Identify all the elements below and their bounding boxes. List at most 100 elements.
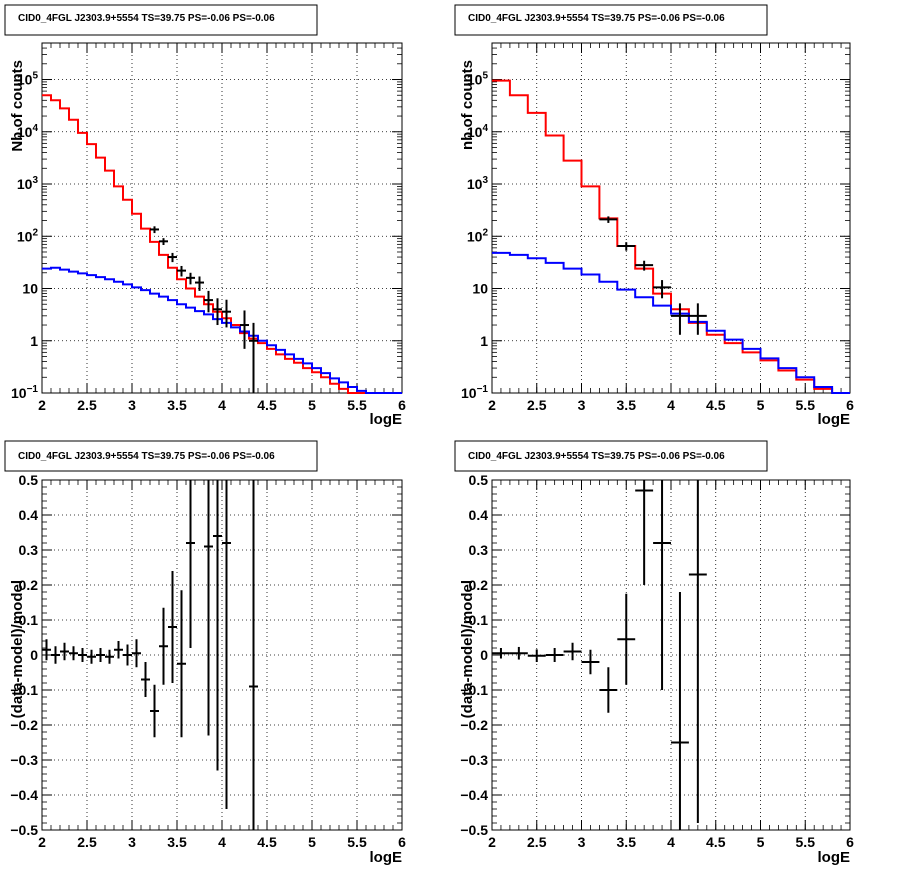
- data-point: [249, 480, 258, 830]
- data-point: [60, 642, 69, 661]
- y-tick-label: 0.5: [19, 472, 39, 488]
- x-tick-label: 2.5: [527, 834, 547, 850]
- x-tick-label: 4.5: [706, 397, 726, 413]
- data-point: [186, 272, 195, 285]
- x-tick-label: 4: [667, 397, 675, 413]
- data-point: [509, 646, 528, 660]
- data-point: [150, 226, 159, 234]
- x-tick-label: 5: [308, 834, 316, 850]
- x-tick-label: 3: [128, 397, 136, 413]
- chart-panel-1: CID0_4FGL J2303.9+5554 TS=39.75 PS=-0.06…: [4, 4, 406, 428]
- y-tick-label: 0: [30, 647, 38, 663]
- x-tick-label: 3: [578, 834, 586, 850]
- x-tick-label: 2.5: [527, 397, 547, 413]
- y-tick-label: −0.3: [460, 752, 488, 768]
- x-tick-label: 4: [218, 834, 226, 850]
- x-axis-label: logE: [818, 411, 851, 428]
- data-point: [186, 480, 195, 648]
- data-point: [168, 252, 177, 263]
- data-point: [132, 639, 141, 668]
- data-point: [213, 298, 222, 326]
- chart-title: CID0_4FGL J2303.9+5554 TS=39.75 PS=-0.06…: [18, 13, 275, 24]
- data-point: [69, 646, 78, 661]
- series-background: [492, 251, 850, 394]
- y-tick-label: −0.2: [460, 717, 488, 733]
- x-tick-label: 2.5: [77, 834, 97, 850]
- series-model: [42, 94, 402, 394]
- data-point: [105, 649, 114, 664]
- x-tick-label: 6: [846, 397, 854, 413]
- y-tick-label: −0.4: [10, 787, 38, 803]
- data-point: [114, 641, 123, 659]
- y-tick-label: 10−1: [11, 384, 38, 401]
- title-box: [454, 4, 768, 36]
- data-point: [635, 260, 654, 271]
- y-axis-label: (data-model)/model: [459, 580, 476, 718]
- y-axis-label: Nb of counts: [9, 60, 26, 152]
- data-point: [222, 480, 231, 809]
- series-model: [492, 79, 850, 394]
- x-tick-label: 4.5: [257, 397, 277, 413]
- x-tick-label: 2: [488, 397, 496, 413]
- y-tick-label: 102: [467, 227, 489, 244]
- y-tick-label: −0.5: [460, 822, 488, 838]
- x-tick-label: 3: [128, 834, 136, 850]
- y-tick-label: −0.1: [460, 682, 488, 698]
- x-tick-label: 4.5: [257, 834, 277, 850]
- x-tick-label: 3.5: [617, 397, 637, 413]
- x-tick-label: 4.5: [706, 834, 726, 850]
- y-tick-label: 1: [480, 333, 488, 349]
- x-tick-label: 2.5: [77, 397, 97, 413]
- y-axis-label: nb of counts: [459, 60, 476, 150]
- data-point: [653, 480, 671, 690]
- y-tick-label: 0.5: [469, 472, 489, 488]
- y-tick-label: −0.1: [10, 682, 38, 698]
- data-point: [617, 593, 636, 685]
- data-point: [78, 648, 87, 662]
- y-tick-label: 10−1: [461, 384, 488, 401]
- data-point: [599, 667, 618, 713]
- data-point: [51, 646, 60, 664]
- data-point: [599, 216, 618, 223]
- x-axis-label: logE: [370, 849, 403, 866]
- data-point: [671, 303, 689, 335]
- title-box: [4, 440, 318, 472]
- series-background: [42, 266, 402, 394]
- x-tick-label: 5.5: [796, 834, 816, 850]
- y-tick-label: 103: [467, 175, 489, 192]
- y-tick-label: −0.4: [460, 787, 488, 803]
- title-box: [4, 4, 318, 36]
- data-point: [177, 265, 186, 277]
- data-point: [96, 648, 105, 662]
- x-tick-label: 4: [218, 397, 226, 413]
- data-point: [168, 571, 177, 683]
- x-tick-label: 5: [757, 397, 765, 413]
- data-point: [249, 322, 258, 393]
- y-tick-label: 0.4: [19, 507, 39, 523]
- y-tick-label: 10: [22, 281, 38, 297]
- data-point: [545, 648, 564, 662]
- data-point: [204, 290, 213, 313]
- y-axis-label: (data-model)/model: [9, 580, 26, 718]
- y-tick-label: 0.4: [469, 507, 489, 523]
- data-point: [42, 639, 51, 661]
- y-tick-label: 0.2: [19, 577, 39, 593]
- title-box: [454, 440, 768, 472]
- chart-title: CID0_4FGL J2303.9+5554 TS=39.75 PS=-0.06…: [468, 13, 725, 24]
- y-tick-label: −0.5: [10, 822, 38, 838]
- data-point: [617, 242, 636, 251]
- x-tick-label: 3: [578, 397, 586, 413]
- data-point: [204, 480, 213, 736]
- x-tick-label: 5: [308, 397, 316, 413]
- y-tick-label: 103: [17, 175, 39, 192]
- data-point: [240, 310, 249, 349]
- y-tick-label: 0.3: [19, 542, 39, 558]
- x-tick-label: 2: [38, 397, 46, 413]
- data-point: [177, 590, 186, 738]
- chart-title: CID0_4FGL J2303.9+5554 TS=39.75 PS=-0.06…: [18, 451, 275, 462]
- data-point: [150, 684, 159, 738]
- data-point: [213, 480, 222, 771]
- chart-panel-3: CID0_4FGL J2303.9+5554 TS=39.75 PS=-0.06…: [4, 440, 406, 866]
- x-tick-label: 5.5: [796, 397, 816, 413]
